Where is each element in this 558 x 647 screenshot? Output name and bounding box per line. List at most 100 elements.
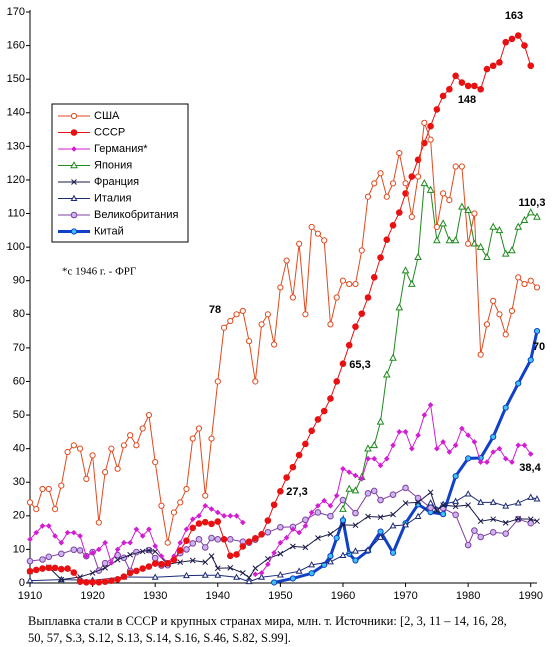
marker bbox=[258, 530, 265, 538]
marker bbox=[440, 511, 447, 518]
marker bbox=[133, 526, 140, 533]
marker bbox=[101, 559, 109, 567]
marker bbox=[145, 411, 153, 419]
marker bbox=[45, 564, 53, 572]
marker bbox=[345, 484, 354, 492]
marker bbox=[414, 173, 422, 180]
marker bbox=[183, 537, 190, 544]
marker bbox=[495, 225, 504, 234]
legend-label: Франция bbox=[94, 176, 139, 188]
marker bbox=[527, 62, 535, 70]
marker bbox=[102, 469, 109, 476]
marker bbox=[214, 536, 222, 543]
marker bbox=[445, 236, 454, 244]
marker bbox=[52, 533, 58, 539]
y-tick-label: 90 bbox=[13, 275, 25, 287]
marker bbox=[382, 370, 391, 378]
marker bbox=[439, 92, 447, 100]
marker bbox=[377, 528, 384, 535]
marker bbox=[196, 513, 202, 519]
marker bbox=[415, 432, 421, 439]
marker bbox=[327, 512, 334, 520]
marker bbox=[151, 560, 159, 567]
marker bbox=[408, 213, 415, 220]
marker bbox=[427, 489, 434, 496]
marker bbox=[102, 539, 108, 546]
marker bbox=[96, 546, 102, 553]
marker bbox=[409, 445, 415, 452]
marker bbox=[502, 502, 510, 509]
marker bbox=[183, 526, 190, 533]
marker bbox=[477, 351, 484, 358]
marker bbox=[434, 445, 440, 452]
marker bbox=[158, 560, 165, 568]
annotation: 38,4 bbox=[519, 462, 541, 474]
legend-label: СССР bbox=[94, 126, 125, 138]
marker bbox=[283, 534, 290, 541]
marker bbox=[276, 571, 284, 578]
marker bbox=[364, 490, 372, 497]
marker bbox=[396, 429, 403, 435]
legend-label: Китай bbox=[94, 225, 124, 237]
marker bbox=[389, 522, 397, 529]
marker bbox=[70, 442, 77, 449]
marker bbox=[308, 427, 315, 435]
marker bbox=[126, 569, 134, 577]
marker bbox=[477, 498, 485, 505]
marker bbox=[426, 185, 435, 193]
marker bbox=[183, 571, 190, 579]
marker bbox=[45, 553, 53, 561]
y-tick-label: 170 bbox=[7, 6, 25, 18]
marker bbox=[521, 280, 528, 288]
legend-label: Италия bbox=[94, 192, 132, 204]
marker bbox=[534, 518, 540, 525]
y-tick-label: 100 bbox=[7, 241, 25, 253]
marker bbox=[177, 559, 184, 566]
marker bbox=[258, 573, 266, 580]
marker bbox=[70, 129, 78, 136]
marker bbox=[139, 425, 146, 432]
marker bbox=[477, 518, 484, 525]
marker bbox=[139, 533, 146, 539]
caption-line: Выплавка стали в СССР и крупных странах … bbox=[28, 614, 507, 628]
marker bbox=[483, 321, 491, 328]
x-tick-label: 1940 bbox=[206, 590, 230, 602]
marker bbox=[195, 425, 203, 432]
marker bbox=[58, 482, 65, 489]
marker bbox=[164, 559, 172, 567]
annotation: 78 bbox=[209, 304, 221, 316]
marker bbox=[370, 274, 378, 281]
marker bbox=[89, 452, 96, 459]
marker bbox=[102, 565, 108, 571]
marker bbox=[220, 324, 228, 331]
marker bbox=[114, 556, 121, 563]
marker bbox=[527, 277, 534, 284]
marker bbox=[502, 530, 510, 537]
marker bbox=[489, 222, 498, 230]
marker bbox=[346, 469, 353, 475]
marker bbox=[402, 484, 409, 492]
marker bbox=[502, 520, 509, 526]
marker bbox=[114, 576, 121, 583]
marker bbox=[339, 517, 347, 524]
marker bbox=[527, 519, 535, 527]
marker bbox=[490, 516, 497, 523]
marker bbox=[83, 553, 90, 559]
marker bbox=[302, 440, 309, 448]
marker bbox=[521, 42, 528, 49]
marker bbox=[64, 448, 71, 456]
marker bbox=[227, 565, 234, 571]
series bbox=[26, 32, 535, 586]
marker bbox=[527, 451, 534, 457]
marker bbox=[283, 474, 290, 481]
marker bbox=[465, 240, 472, 247]
marker bbox=[245, 577, 253, 585]
marker bbox=[402, 180, 409, 187]
marker bbox=[214, 571, 222, 578]
marker bbox=[76, 578, 84, 585]
marker bbox=[158, 502, 165, 509]
marker bbox=[89, 579, 96, 586]
marker bbox=[451, 236, 460, 244]
marker bbox=[370, 487, 378, 495]
x-tick-label: 1920 bbox=[80, 590, 104, 602]
